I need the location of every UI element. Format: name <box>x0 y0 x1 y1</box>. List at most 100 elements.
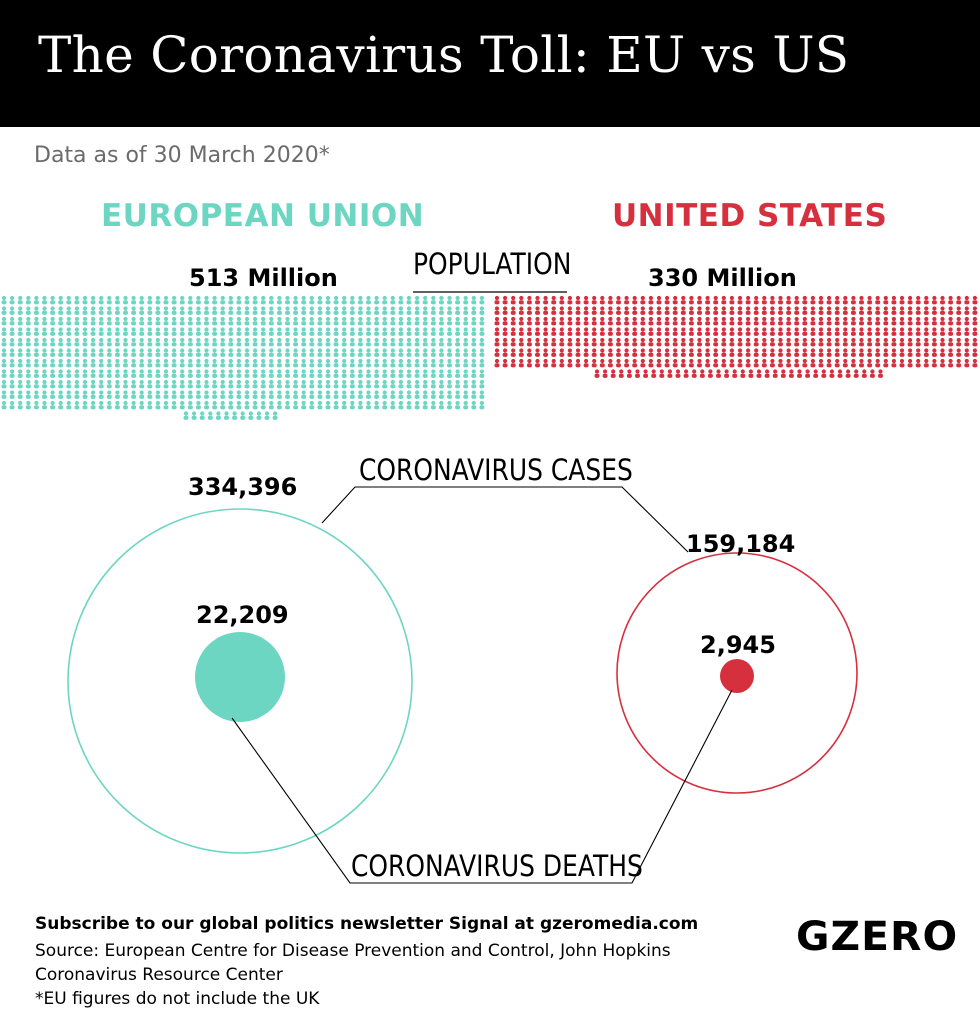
us-person-icon <box>680 306 686 315</box>
eu-person-icon <box>171 295 177 305</box>
eu-person-icon <box>33 400 39 410</box>
eu-person-icon <box>447 316 452 326</box>
eu-person-icon <box>179 400 185 410</box>
eu-person-icon <box>260 295 266 305</box>
eu-person-icon <box>341 337 347 347</box>
us-heading: UNITED STATES <box>612 198 888 234</box>
us-person-icon <box>640 295 646 305</box>
eu-person-icon <box>325 369 331 378</box>
eu-person-icon <box>341 316 347 326</box>
us-person-icon <box>664 295 670 305</box>
eu-person-icon <box>317 337 323 347</box>
eu-person-icon <box>204 379 209 389</box>
eu-person-icon <box>215 411 221 420</box>
us-person-icon <box>705 306 711 315</box>
eu-person-icon <box>147 295 153 305</box>
eu-person-icon <box>17 369 23 378</box>
eu-person-icon <box>333 337 339 347</box>
eu-person-icon <box>325 400 331 410</box>
eu-person-icon <box>398 337 404 347</box>
eu-person-icon <box>455 327 461 336</box>
eu-person-icon <box>25 348 31 357</box>
us-person-icon <box>810 316 816 326</box>
eu-person-icon <box>106 390 112 399</box>
eu-person-icon <box>463 337 469 347</box>
eu-person-icon <box>171 348 177 357</box>
eu-person-icon <box>212 400 218 410</box>
eu-person-icon <box>325 390 331 399</box>
us-person-icon <box>842 316 848 326</box>
us-person-icon <box>915 306 921 315</box>
eu-person-icon <box>349 327 355 336</box>
eu-person-icon <box>98 390 104 399</box>
us-person-icon <box>656 306 662 315</box>
eu-person-icon <box>406 390 412 399</box>
eu-person-icon <box>244 348 250 357</box>
eu-person-icon <box>414 400 420 410</box>
eu-person-icon <box>155 369 161 378</box>
eu-person-icon <box>228 327 234 336</box>
eu-person-icon <box>479 327 485 336</box>
eu-person-icon <box>163 369 169 378</box>
eu-person-icon <box>414 306 420 315</box>
eu-person-icon <box>9 327 15 336</box>
eu-person-icon <box>438 327 444 336</box>
eu-person-icon <box>66 306 72 315</box>
us-person-icon <box>972 306 978 315</box>
eu-person-icon <box>33 316 39 326</box>
eu-person-icon <box>447 400 452 410</box>
us-person-icon <box>753 295 759 305</box>
us-person-icon <box>543 316 549 326</box>
eu-person-icon <box>349 348 355 357</box>
eu-person-icon <box>131 400 137 410</box>
eu-person-icon <box>374 358 380 368</box>
eu-person-icon <box>447 306 452 315</box>
eu-person-icon <box>204 316 209 326</box>
us-person-icon <box>842 295 848 305</box>
us-person-icon <box>834 295 840 305</box>
us-person-icon <box>624 316 630 326</box>
us-person-icon <box>518 295 524 305</box>
eu-person-icon <box>9 400 15 410</box>
eu-person-icon <box>114 316 120 326</box>
eu-person-icon <box>301 337 307 347</box>
eu-person-icon <box>155 337 161 347</box>
us-person-icon <box>729 327 735 336</box>
eu-person-icon <box>317 306 323 315</box>
eu-person-icon <box>382 390 388 399</box>
eu-person-icon <box>147 369 153 378</box>
us-person-icon <box>729 295 735 305</box>
us-person-icon <box>956 306 962 315</box>
eu-person-icon <box>349 337 355 347</box>
eu-person-icon <box>301 390 307 399</box>
eu-person-icon <box>349 316 355 326</box>
us-person-icon <box>705 295 711 305</box>
eu-person-icon <box>293 379 299 389</box>
eu-person-icon <box>366 390 371 399</box>
eu-person-icon <box>414 295 420 305</box>
us-person-icon <box>688 295 694 305</box>
eu-person-icon <box>163 295 169 305</box>
eu-person-icon <box>228 400 234 410</box>
eu-person-icon <box>131 295 137 305</box>
eu-person-icon <box>33 295 39 305</box>
us-person-icon <box>729 316 735 326</box>
us-person-icon <box>769 306 775 315</box>
eu-person-icon <box>66 337 72 347</box>
us-person-icon <box>616 327 621 336</box>
us-person-icon <box>502 295 508 305</box>
eu-person-icon <box>131 379 137 389</box>
us-person-icon <box>899 306 905 315</box>
eu-person-icon <box>74 337 80 347</box>
us-person-icon <box>583 306 589 315</box>
eu-person-icon <box>147 306 153 315</box>
eu-person-icon <box>244 337 250 347</box>
eu-person-icon <box>309 316 315 326</box>
eu-person-icon <box>155 316 161 326</box>
eu-person-icon <box>349 369 355 378</box>
eu-person-icon <box>333 379 339 389</box>
us-person-icon <box>648 316 654 326</box>
us-person-icon <box>535 295 540 305</box>
eu-person-icon <box>163 348 169 357</box>
eu-person-icon <box>42 400 47 410</box>
